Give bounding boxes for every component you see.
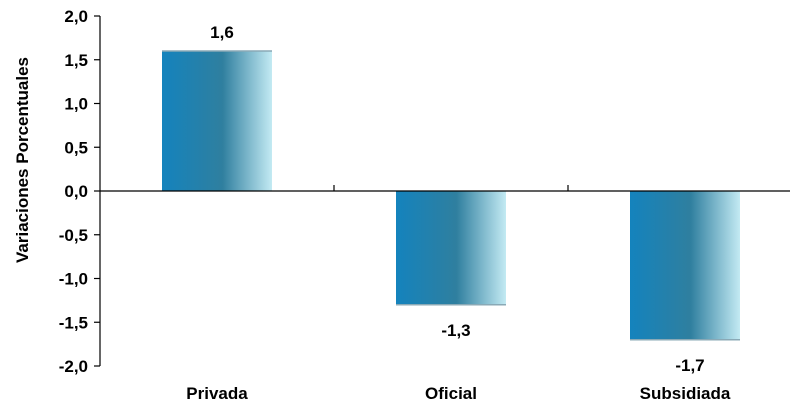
bars-group	[162, 50, 740, 341]
labels-group: 1,6 Privada -1,3 Oficial -1,7 Subsidiada 2,0 1,…	[59, 7, 731, 403]
y-tick-label: 0,0	[64, 182, 88, 201]
bar-subsidiada	[630, 191, 740, 340]
y-tick-label: 1,5	[64, 51, 88, 70]
y-tick-label: -1,0	[59, 270, 88, 289]
y-tick-label: 2,0	[64, 7, 88, 26]
y-axis-title: Variaciones Porcentuales	[13, 57, 32, 263]
category-label-privada: Privada	[186, 384, 248, 403]
category-label-oficial: Oficial	[425, 384, 477, 403]
bar-oficial	[396, 191, 506, 305]
data-label-subsidiada: -1,7	[675, 356, 704, 375]
y-tick-label: -2,0	[59, 357, 88, 376]
y-tick-label: -0,5	[59, 226, 88, 245]
y-tick-label: 0,5	[64, 138, 88, 157]
axes-group	[94, 15, 790, 367]
category-label-subsidiada: Subsidiada	[640, 384, 731, 403]
bar-privada	[162, 51, 272, 191]
y-tick-label: 1,0	[64, 95, 88, 114]
data-label-privada: 1,6	[210, 23, 234, 42]
y-tick-label: -1,5	[59, 313, 88, 332]
data-label-oficial: -1,3	[441, 321, 470, 340]
